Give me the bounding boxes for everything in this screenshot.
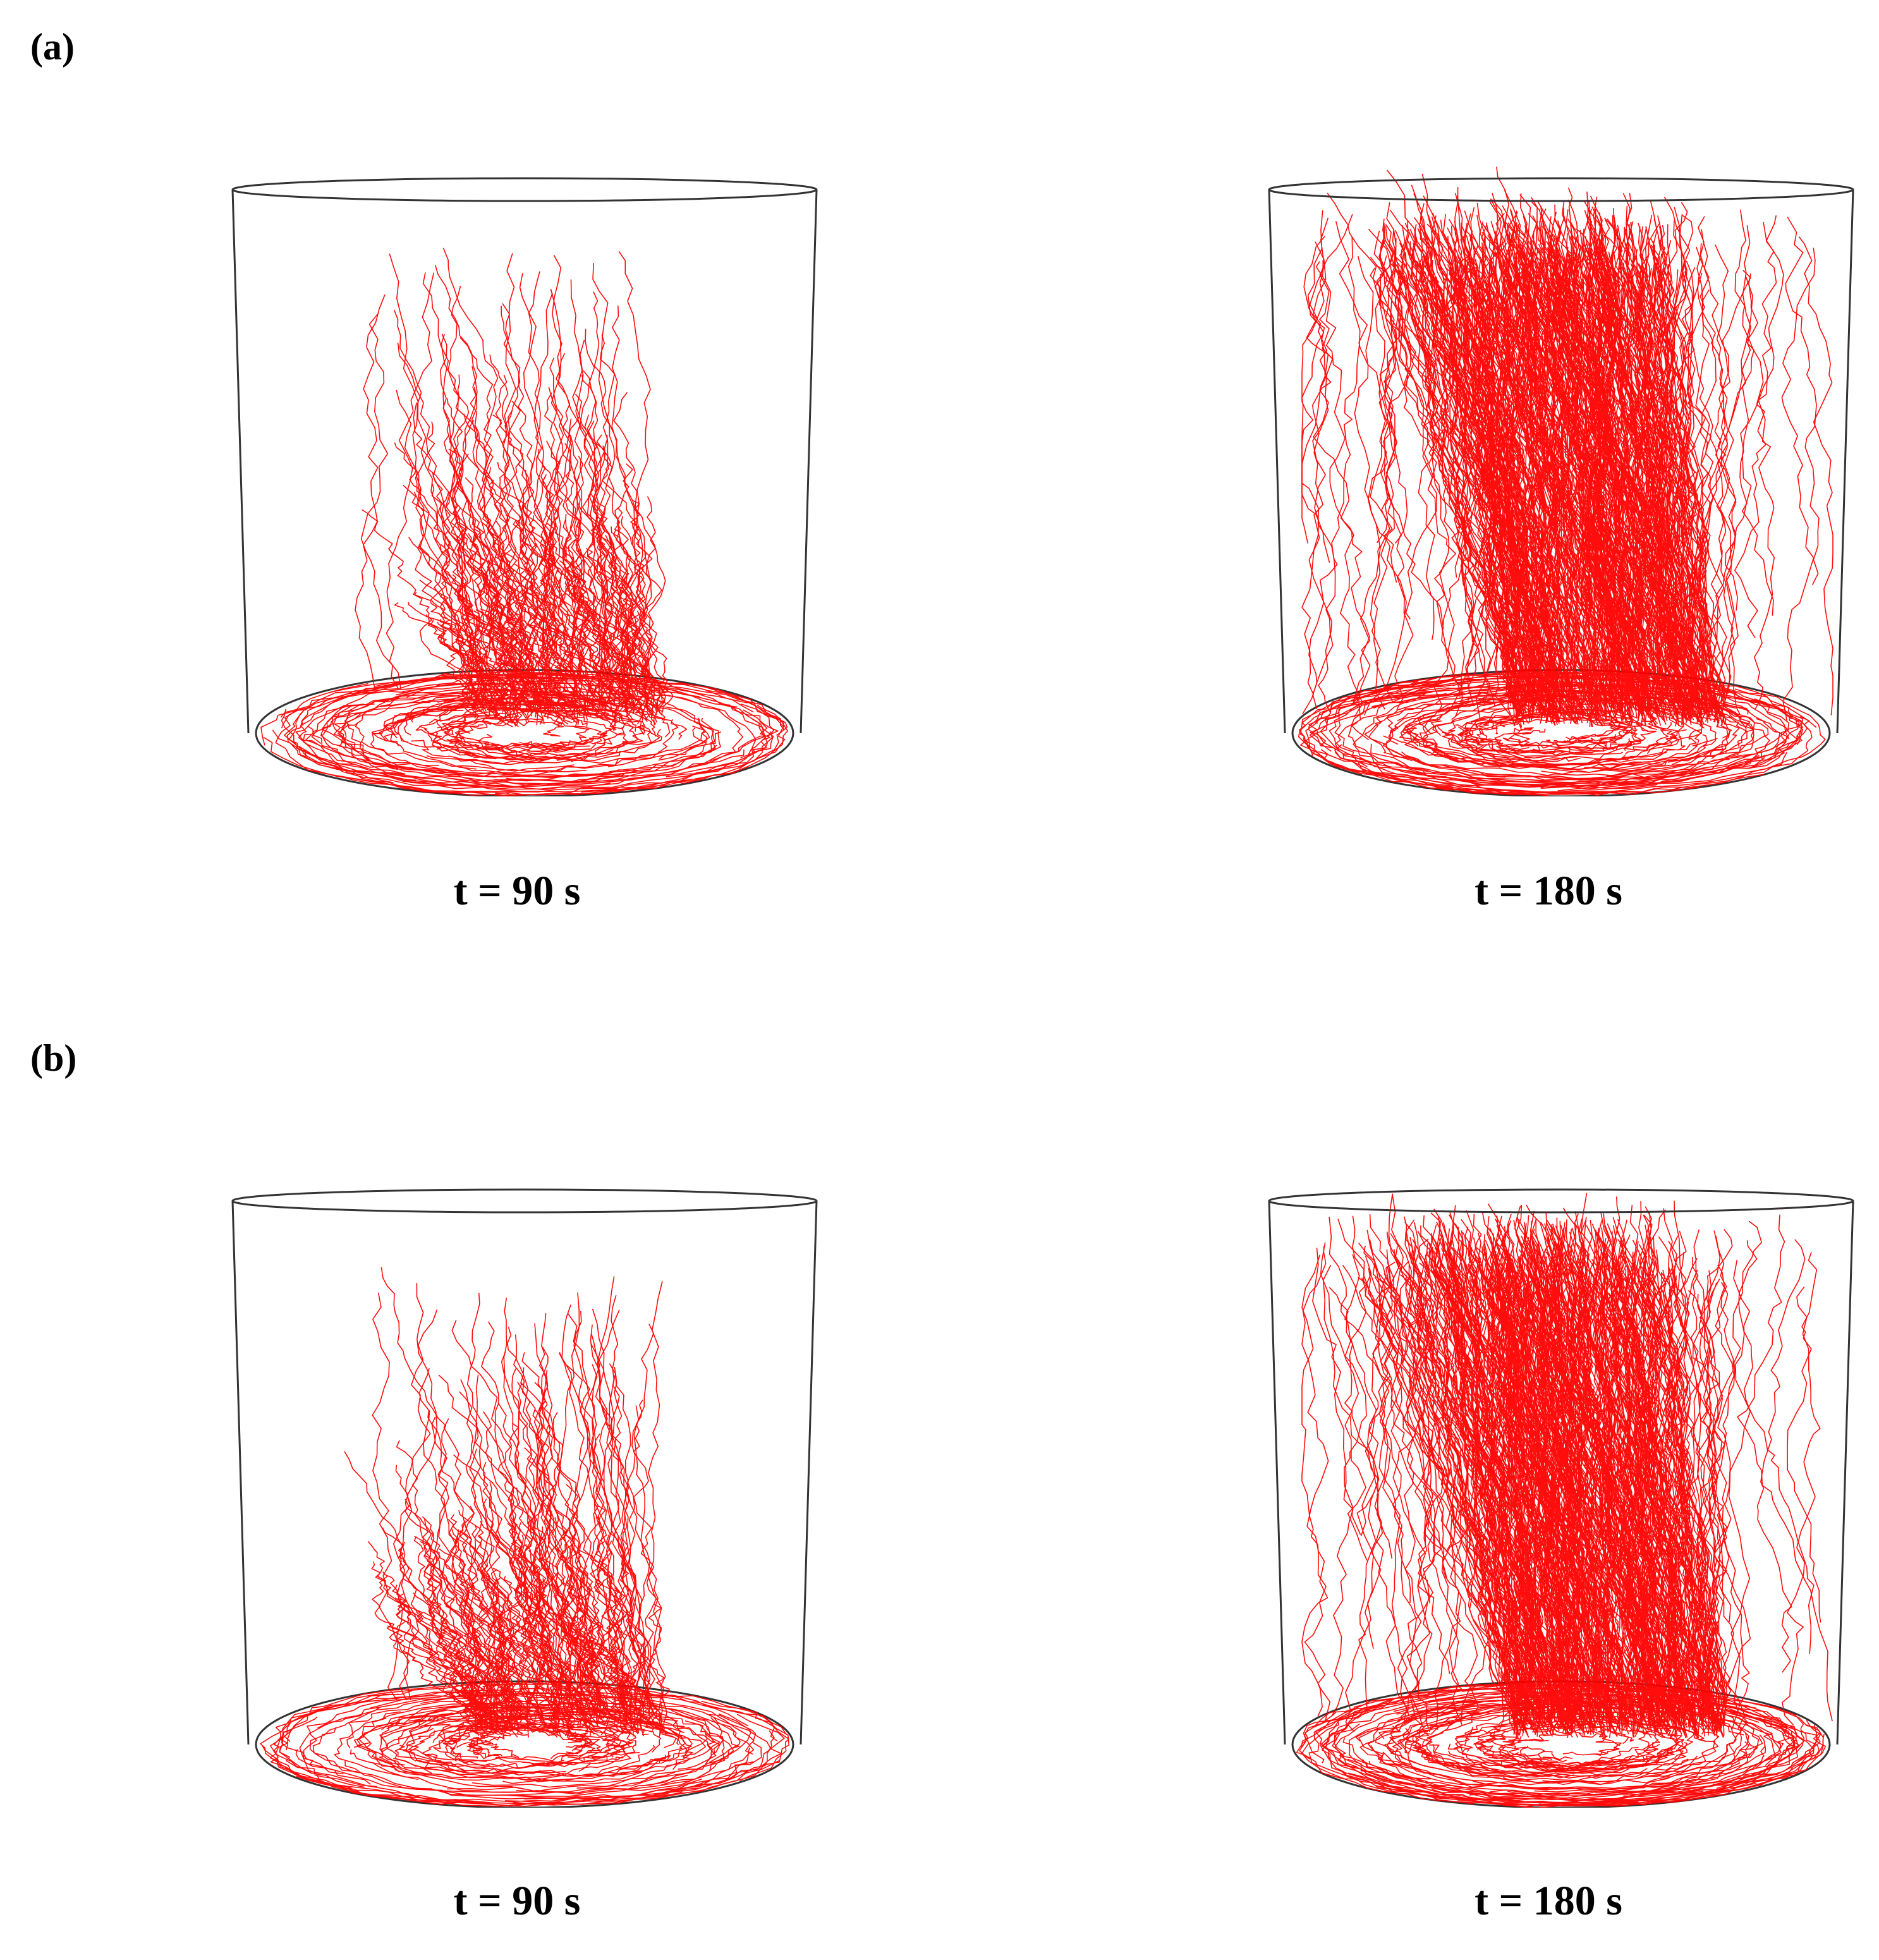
particle-trajectories	[1298, 166, 1833, 796]
particle-trajectories	[260, 1267, 790, 1807]
vessel-top-ellipse	[231, 177, 818, 202]
vessel-right-wall	[1836, 1200, 1854, 1745]
vessel-trajectory-plot-b-90s	[231, 1188, 818, 1808]
vessel-right-wall	[1836, 189, 1854, 734]
vessel-left-wall	[1268, 189, 1286, 734]
caption-b-90s: t = 90 s	[453, 1878, 581, 1924]
vessel-trajectory-plot-a-90s	[231, 177, 818, 796]
vessel-trajectory-plot-a-180s	[1268, 166, 1854, 796]
particle-trajectories	[260, 247, 788, 796]
vessel-top-ellipse	[1268, 1188, 1854, 1214]
caption-a-90s: t = 90 s	[453, 868, 581, 914]
vessel-right-wall	[800, 189, 818, 734]
vessel-left-wall	[231, 189, 250, 734]
vessel-top-ellipse	[1268, 177, 1854, 202]
panel-label-a: (a)	[30, 26, 75, 68]
caption-b-180s: t = 180 s	[1475, 1878, 1622, 1924]
vessel-left-wall	[1268, 1200, 1286, 1745]
vessel-trajectory-plot-b-180s	[1268, 1188, 1854, 1808]
vessel-left-wall	[231, 1200, 250, 1745]
panel-label-b: (b)	[30, 1037, 77, 1079]
vessel-top-ellipse	[231, 1188, 818, 1214]
caption-a-180s: t = 180 s	[1475, 868, 1622, 914]
particle-trajectories	[1296, 1193, 1833, 1808]
vessel-right-wall	[800, 1200, 818, 1745]
